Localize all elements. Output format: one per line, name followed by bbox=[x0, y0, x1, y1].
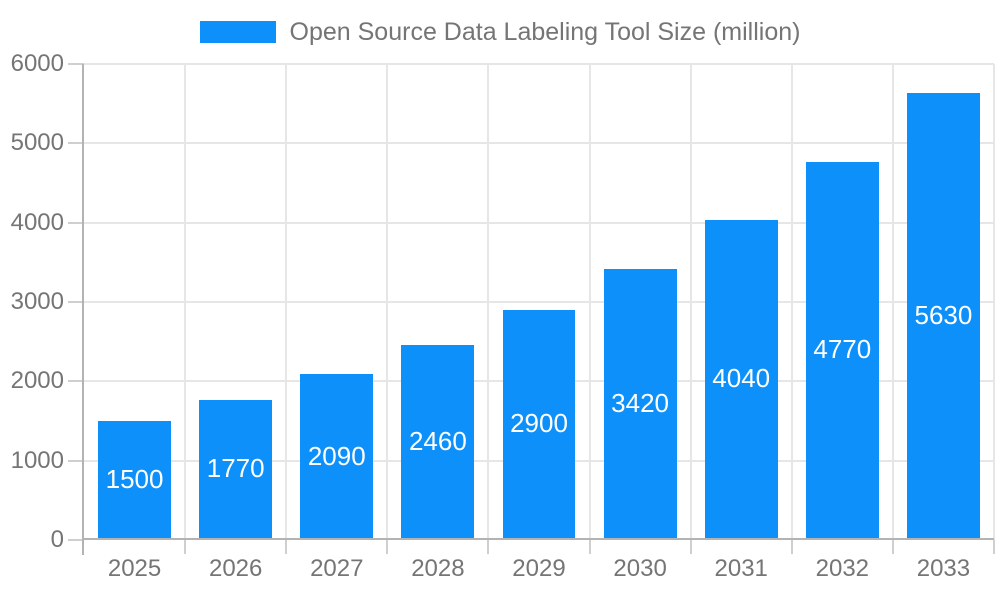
x-axis-tick bbox=[285, 540, 288, 554]
chart-legend: Open Source Data Labeling Tool Size (mil… bbox=[0, 18, 1000, 46]
x-axis-label: 2033 bbox=[916, 555, 971, 582]
v-gridline bbox=[184, 64, 187, 540]
v-gridline bbox=[386, 64, 389, 540]
y-axis-tick bbox=[68, 301, 84, 303]
bar-value-label: 1500 bbox=[105, 464, 164, 494]
bar-value-label: 2460 bbox=[408, 425, 467, 456]
bar-value-label: 4770 bbox=[813, 334, 872, 365]
x-axis-line bbox=[84, 538, 994, 540]
legend-swatch-icon bbox=[199, 21, 276, 43]
y-axis-tick bbox=[68, 459, 84, 462]
y-axis-label: 6000 bbox=[10, 50, 64, 77]
bar[interactable]: 2090 bbox=[300, 374, 374, 538]
bar-value-label: 2900 bbox=[510, 408, 568, 439]
bar-value-label: 3420 bbox=[611, 387, 670, 418]
y-axis-tick bbox=[68, 63, 84, 65]
x-axis-label: 2030 bbox=[613, 555, 667, 582]
bar-value-label: 2090 bbox=[307, 440, 366, 471]
h-gridline bbox=[84, 63, 994, 65]
legend-label: Open Source Data Labeling Tool Size (mil… bbox=[289, 17, 801, 46]
bar[interactable]: 4770 bbox=[805, 161, 879, 538]
x-axis-tick bbox=[993, 540, 995, 554]
x-axis-tick bbox=[588, 540, 591, 554]
y-axis-tick bbox=[68, 221, 84, 224]
y-axis-line bbox=[82, 64, 84, 555]
h-gridline bbox=[84, 301, 994, 303]
y-axis-label: 2000 bbox=[10, 367, 64, 395]
x-axis-label: 2029 bbox=[512, 555, 566, 582]
x-axis-label: 2026 bbox=[208, 555, 263, 582]
y-axis-label: 3000 bbox=[10, 288, 64, 315]
plot-area: 0 1000 2000 3000 4000 5000 6000 1500 1770 2090 246… bbox=[11, 50, 995, 555]
v-gridline bbox=[993, 64, 995, 540]
y-axis-label: 1000 bbox=[10, 446, 64, 474]
h-gridline bbox=[84, 142, 994, 145]
h-gridline bbox=[84, 221, 994, 224]
v-gridline bbox=[487, 64, 490, 540]
bar[interactable]: 5630 bbox=[907, 93, 980, 538]
x-axis-label: 2032 bbox=[815, 555, 870, 582]
bar[interactable]: 3420 bbox=[603, 268, 677, 538]
y-axis-label: 0 bbox=[50, 526, 64, 553]
y-axis-tick bbox=[68, 380, 84, 383]
x-axis-tick bbox=[487, 540, 490, 554]
bar-value-label: 4040 bbox=[712, 363, 771, 394]
v-gridline bbox=[588, 64, 591, 540]
y-axis-label: 5000 bbox=[10, 129, 64, 157]
v-gridline bbox=[689, 64, 692, 540]
x-axis-tick bbox=[184, 540, 187, 554]
bar[interactable]: 2900 bbox=[502, 309, 576, 538]
x-axis-label: 2027 bbox=[310, 555, 364, 582]
bar[interactable]: 2460 bbox=[401, 344, 475, 538]
v-gridline bbox=[790, 64, 793, 540]
bar-value-label: 5630 bbox=[914, 300, 973, 331]
y-axis-label: 4000 bbox=[10, 208, 64, 236]
x-axis-tick bbox=[790, 540, 793, 554]
x-axis-tick bbox=[689, 540, 692, 554]
y-axis-tick bbox=[68, 142, 84, 145]
x-axis-label: 2025 bbox=[107, 555, 162, 582]
x-axis-label: 2031 bbox=[714, 555, 768, 582]
bar[interactable]: 1770 bbox=[199, 399, 273, 538]
x-axis-labels: 2025 2026 2027 2028 2029 2030 2031 2032 2033 bbox=[84, 556, 994, 586]
legend-item[interactable]: Open Source Data Labeling Tool Size (mil… bbox=[199, 17, 801, 47]
bar[interactable]: 1500 bbox=[98, 421, 171, 538]
v-gridline bbox=[285, 64, 288, 540]
x-axis-label: 2028 bbox=[411, 555, 465, 582]
x-axis-tick bbox=[891, 540, 894, 554]
v-gridline bbox=[891, 64, 894, 540]
y-axis-tick bbox=[68, 539, 84, 541]
bar[interactable]: 4040 bbox=[704, 219, 778, 538]
bar-value-label: 1770 bbox=[206, 453, 265, 484]
x-axis-tick bbox=[386, 540, 389, 554]
